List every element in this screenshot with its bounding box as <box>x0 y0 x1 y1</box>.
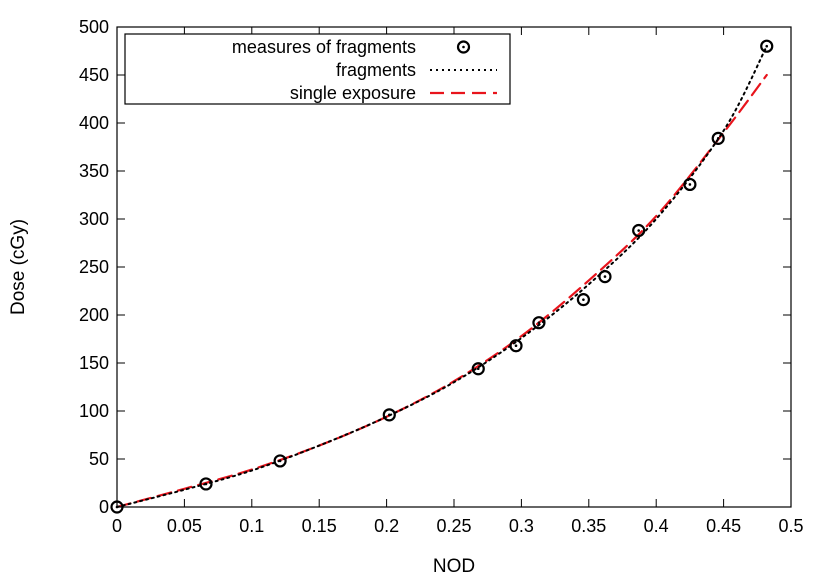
legend-box <box>124 33 511 105</box>
data-point <box>199 477 213 491</box>
y-tick-label: 350 <box>79 161 109 181</box>
plot-series <box>110 39 774 514</box>
x-tick-label: 0.5 <box>778 516 803 536</box>
data-point <box>273 454 287 468</box>
y-tick-label: 300 <box>79 209 109 229</box>
y-tick-label: 450 <box>79 65 109 85</box>
data-point <box>632 223 646 238</box>
y-tick-label: 400 <box>79 113 109 133</box>
y-tick-label: 150 <box>79 353 109 373</box>
y-tick-label: 250 <box>79 257 109 277</box>
x-tick-label: 0.4 <box>644 516 669 536</box>
y-tick-label: 100 <box>79 401 109 421</box>
x-tick-label: 0.05 <box>167 516 202 536</box>
series-line-single-exposure <box>115 73 768 509</box>
x-tick-labels: 0 0.05 0.1 0.15 0.2 0.25 0.3 0.35 0.4 0.45 0.5 <box>112 516 804 536</box>
data-point <box>711 131 725 145</box>
legend: measures of fragments fragments single exp… <box>124 33 511 105</box>
y-tick-label: 50 <box>89 449 109 469</box>
y-tick-label: 0 <box>99 497 109 517</box>
data-point <box>382 408 396 422</box>
data-point <box>471 362 485 376</box>
data-point <box>509 339 523 353</box>
legend-label: fragments <box>336 60 416 80</box>
x-tick-label: 0.3 <box>509 516 534 536</box>
y-tick-labels: 0 50 100 150 200 250 300 350 400 450 500 <box>79 17 109 517</box>
x-tick-label: 0.2 <box>374 516 399 536</box>
data-point <box>532 316 546 330</box>
y-tick-label: 500 <box>79 17 109 37</box>
data-point <box>683 177 697 192</box>
x-tick-label: 0.15 <box>302 516 337 536</box>
x-tick-label: 0.25 <box>436 516 471 536</box>
legend-label: measures of fragments <box>232 37 416 57</box>
legend-marker <box>456 40 471 54</box>
legend-label: single exposure <box>290 83 416 103</box>
x-tick-label: 0 <box>112 516 122 536</box>
x-tick-label: 0.45 <box>706 516 741 536</box>
x-axis-label: NOD <box>433 556 475 577</box>
data-point <box>598 270 612 284</box>
plot-frame <box>116 26 792 508</box>
y-tick-label: 200 <box>79 305 109 325</box>
y-axis-label: Dose (cGy) <box>8 219 29 315</box>
x-tick-label: 0.35 <box>571 516 606 536</box>
x-tick-label: 0.1 <box>239 516 264 536</box>
data-point <box>760 39 774 53</box>
series-line-fragments <box>116 45 768 508</box>
data-point <box>576 293 591 307</box>
